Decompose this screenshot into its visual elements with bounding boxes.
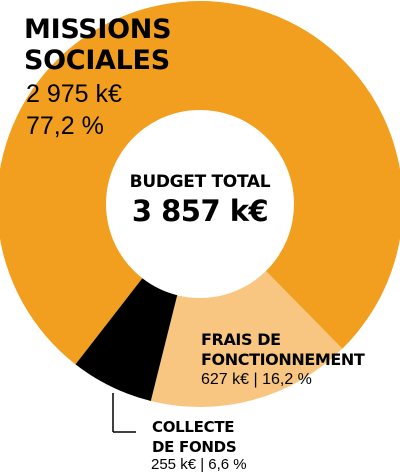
slice-collecte-de-fonds [75, 278, 178, 401]
collecte-de-fonds-value: 255 k€ | 6,6 % [151, 456, 247, 473]
missions-sociales-value: 2 975 k€ [26, 80, 122, 108]
frais-fonctionnement-label: FRAIS DE FONCTIONNEMENT [201, 330, 365, 370]
missions-sociales-label: MISSIONS SOCIALES [24, 14, 172, 76]
missions-sociales-label-line1: MISSIONS [24, 14, 172, 45]
collecte-de-fonds-label-line1: COLLECTE [152, 418, 235, 436]
budget-total-label: BUDGET TOTAL [129, 172, 271, 192]
collecte-de-fonds-label-line2: DE FONDS [152, 438, 237, 456]
slice-frais-fonctionnement [150, 271, 343, 407]
collecte-de-fonds-label: COLLECTE DE FONDS [152, 417, 237, 457]
slice-missions-sociales [0, 1, 400, 365]
frais-fonctionnement-value: 627 k€ | 16,2 % [201, 371, 312, 388]
frais-fonctionnement-label-line2: FONCTIONNEMENT [201, 350, 365, 369]
missions-sociales-percent: 77,2 % [26, 112, 104, 140]
budget-total-value: 3 857 k€ [131, 194, 269, 228]
missions-sociales-label-line2: SOCIALES [24, 45, 170, 76]
frais-fonctionnement-label-line1: FRAIS DE [201, 330, 281, 349]
